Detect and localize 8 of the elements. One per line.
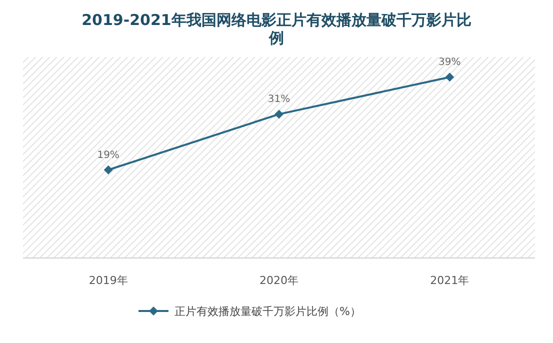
data-label: 31%	[268, 94, 290, 106]
x-tick-label: 2019年	[88, 274, 128, 287]
x-tick-label: 2021年	[430, 274, 470, 287]
data-label: 39%	[438, 57, 461, 68]
data-label: 19%	[97, 150, 120, 161]
x-tick-label: 2020年	[260, 274, 298, 287]
chart-title: 2019-2021年我国网络电影正片有效播放量破千万影片比例	[82, 11, 472, 47]
legend-label: 正片有效播放量破千万影片比例（%）	[174, 305, 361, 318]
